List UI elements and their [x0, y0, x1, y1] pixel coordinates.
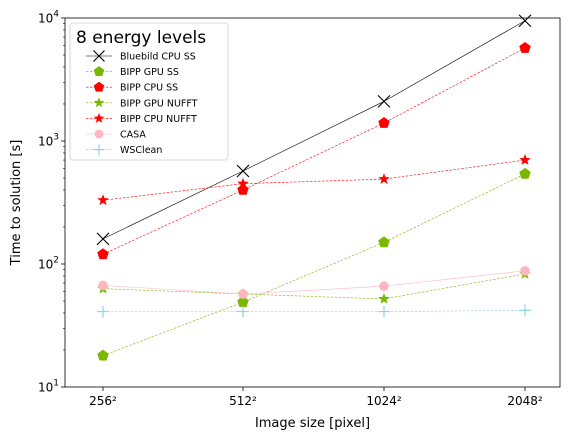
y-tick-exponent: 3	[53, 133, 59, 143]
y-tick-label: 104	[38, 10, 59, 26]
data-point-bipp-cpu-nufft	[97, 194, 109, 206]
legend-label-bipp-cpu-ss: BIPP CPU SS	[120, 83, 178, 94]
series-bipp-cpu-nufft	[97, 154, 531, 206]
y-tick-label: 103	[38, 133, 59, 149]
series-line-bluebild-cpu-ss	[102, 20, 526, 240]
legend-label-bipp-cpu-nufft: BIPP CPU NUFFT	[120, 114, 197, 125]
data-point-wsclean	[97, 305, 109, 318]
legend-label-bipp-gpu-nufft: BIPP GPU NUFFT	[120, 98, 198, 109]
legend-label-bluebild-cpu-ss: Bluebild CPU SS	[120, 52, 196, 63]
data-point-bluebild-cpu-ss	[236, 164, 250, 178]
series-bipp-gpu-ss	[97, 167, 531, 361]
x-tick-label: 512²	[229, 394, 257, 408]
plot-frame	[64, 17, 561, 388]
y-tick-exponent: 4	[53, 10, 59, 20]
y-tick-mantissa: 10	[38, 258, 53, 272]
series-wsclean	[97, 304, 531, 318]
data-point-wsclean	[519, 304, 531, 317]
x-tick-label: 2048²	[507, 394, 543, 408]
series-line-bipp-cpu-nufft	[102, 159, 526, 201]
legend-box	[69, 22, 229, 161]
legend-label-bipp-gpu-ss: BIPP GPU SS	[120, 67, 179, 78]
y-axis-label: Time to solution [s]	[9, 140, 24, 267]
data-point-bipp-cpu-nufft	[519, 154, 531, 165]
legend-marker-wsclean	[93, 144, 105, 156]
x-tick-label: 256²	[89, 394, 117, 408]
series-line-bipp-gpu-ss	[102, 173, 526, 356]
data-point-wsclean	[237, 305, 249, 318]
legend: 8 energy levels Bluebild CPU SS BIPP GPU S…	[69, 22, 229, 161]
data-point-bluebild-cpu-ss	[377, 94, 391, 108]
series-bluebild-cpu-ss	[96, 14, 532, 246]
data-point-bluebild-cpu-ss	[518, 14, 532, 28]
data-point-casa	[379, 281, 389, 291]
y-tick-mantissa: 10	[38, 381, 53, 395]
data-point-bipp-gpu-ss	[237, 296, 249, 307]
legend-label-wsclean: WSClean	[120, 145, 162, 156]
legend-marker-bluebild-cpu-ss	[93, 50, 105, 62]
data-point-bluebild-cpu-ss	[96, 232, 110, 246]
data-point-wsclean	[378, 305, 390, 318]
y-tick-mantissa: 10	[38, 12, 53, 26]
x-tick-label: 1024²	[366, 394, 402, 408]
series-line-bipp-cpu-ss	[102, 47, 526, 255]
data-point-bipp-cpu-nufft	[237, 177, 249, 189]
data-point-casa	[98, 280, 108, 291]
data-point-bipp-gpu-ss	[519, 167, 531, 179]
data-point-casa	[520, 266, 530, 276]
data-point-bipp-cpu-ss	[97, 248, 109, 260]
legend-marker-bipp-gpu-ss	[93, 66, 105, 77]
series-line-wsclean	[103, 310, 526, 312]
data-point-bipp-cpu-ss	[378, 117, 390, 128]
data-point-bipp-gpu-ss	[97, 349, 109, 361]
legend-marker-bipp-cpu-ss	[93, 81, 105, 92]
data-point-casa	[238, 289, 248, 299]
data-point-bipp-gpu-nufft	[378, 292, 390, 304]
x-axis-label: Image size [pixel]	[255, 416, 370, 431]
y-tick-label: 102	[38, 256, 59, 272]
legend-title: 8 energy levels	[76, 28, 206, 48]
series-line-bipp-gpu-nufft	[102, 273, 526, 300]
series-line-casa	[102, 270, 526, 295]
y-tick-exponent: 2	[53, 256, 59, 266]
series-casa	[98, 266, 530, 299]
data-point-bipp-cpu-ss	[519, 42, 531, 53]
legend-marker-bipp-cpu-nufft	[93, 112, 105, 123]
data-point-bipp-gpu-ss	[378, 236, 390, 248]
y-tick-mantissa: 10	[38, 135, 53, 149]
y-tick-exponent: 1	[53, 379, 59, 389]
data-point-bipp-cpu-nufft	[378, 173, 390, 184]
legend-marker-bipp-gpu-nufft	[93, 97, 105, 108]
y-tick-label: 101	[38, 379, 59, 395]
series-bipp-gpu-nufft	[97, 267, 531, 304]
legend-label-casa: CASA	[120, 130, 146, 141]
legend-marker-casa	[94, 129, 104, 139]
